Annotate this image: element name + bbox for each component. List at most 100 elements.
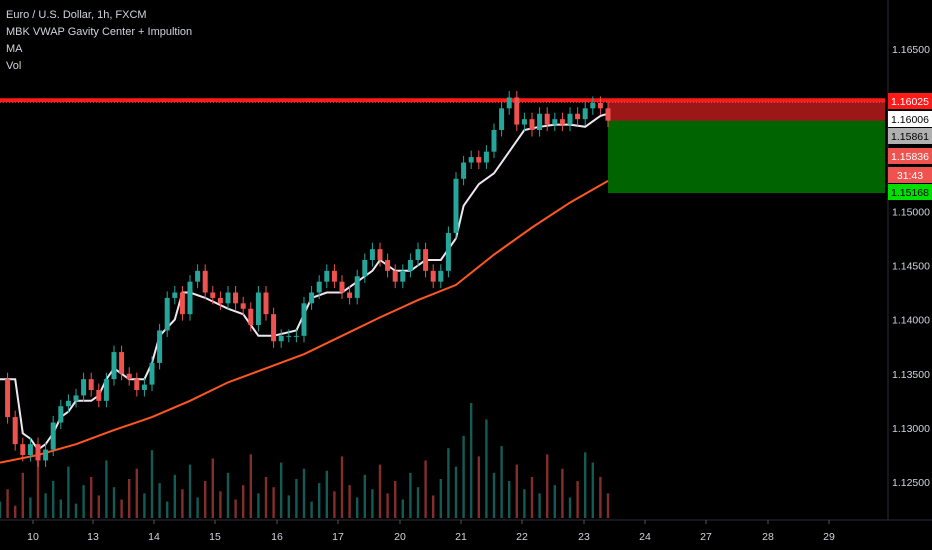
- price-tag: [888, 184, 932, 200]
- volume-bar: [120, 499, 123, 518]
- candle-body: [149, 362, 155, 385]
- volume-bar: [0, 501, 2, 518]
- price-tick-label: 1.14500: [892, 260, 930, 272]
- volume-bar: [606, 493, 610, 518]
- volume-bar: [143, 493, 146, 518]
- candle-body: [438, 270, 444, 282]
- price-tag-label: 1.15836: [891, 151, 929, 163]
- volume-bar: [36, 456, 40, 518]
- candle-body: [400, 270, 406, 282]
- volume-bar: [249, 454, 252, 518]
- indicator-vwap-label[interactable]: MBK VWAP Gavity Center + Impultion: [6, 26, 193, 38]
- chart-legend: Euro / U.S. Dollar, 1h, FXCM MBK VWAP Ga…: [6, 7, 192, 75]
- volume-bar: [234, 499, 237, 518]
- candle-body: [195, 270, 201, 282]
- volume-bar: [363, 474, 366, 518]
- time-axis[interactable]: 10 13 14 15 16 17 20 21 22 23 24 27 28 29: [27, 520, 835, 543]
- volume-bar: [257, 493, 260, 518]
- indicator-vol-label[interactable]: Vol: [6, 60, 22, 72]
- position-zones: [0, 98, 885, 194]
- candle-body: [65, 400, 71, 407]
- volume-bar: [226, 472, 230, 518]
- volume-bar: [264, 476, 268, 518]
- candle-body: [407, 260, 413, 271]
- ma-line[interactable]: [0, 180, 609, 464]
- candle-body: [521, 119, 527, 125]
- volume-bar: [173, 474, 176, 518]
- candle-body: [468, 157, 474, 163]
- indicator-ma-label[interactable]: MA: [6, 43, 23, 55]
- candle-body: [597, 102, 603, 109]
- candle-body: [20, 444, 26, 455]
- volume-bar: [302, 468, 306, 518]
- volume-bar: [515, 464, 518, 518]
- candle-body: [590, 102, 596, 109]
- candle-body: [50, 422, 56, 450]
- candle-body: [559, 119, 565, 125]
- time-tick-label: 10: [27, 531, 39, 543]
- candle-body: [567, 113, 573, 125]
- candle-body: [385, 260, 391, 271]
- time-tick-label: 23: [578, 531, 590, 543]
- volume-bar: [561, 468, 564, 518]
- volume-bar: [447, 448, 450, 518]
- volume-bar: [52, 481, 55, 518]
- candle-body: [119, 352, 125, 374]
- time-tick-label: 29: [823, 531, 835, 543]
- volume-bar: [112, 487, 116, 518]
- candle-body: [58, 406, 64, 423]
- price-tag-label: 1.16025: [891, 96, 929, 108]
- time-tick-label: 14: [148, 531, 160, 543]
- volume-bar: [74, 503, 78, 518]
- take-profit-zone[interactable]: [608, 120, 885, 194]
- volume-bar: [310, 501, 313, 518]
- symbol-title[interactable]: Euro / U.S. Dollar, 1h, FXCM: [6, 9, 147, 21]
- time-tick-label: 17: [332, 531, 344, 543]
- candle-body: [73, 395, 79, 401]
- price-tag: [888, 111, 932, 127]
- candle-body: [445, 232, 451, 271]
- candle-body: [537, 113, 543, 130]
- time-tick-label: 27: [700, 531, 712, 543]
- volume-bar: [242, 485, 245, 518]
- price-tick-label: 1.13000: [892, 423, 930, 435]
- volume-bar: [584, 452, 587, 518]
- volume-bar: [409, 472, 412, 518]
- candle-body: [461, 162, 467, 179]
- price-tick-label: 1.12500: [892, 477, 930, 489]
- price-tick-label: 1.13500: [892, 369, 930, 381]
- volume-bar: [454, 466, 458, 518]
- volume-bar: [553, 485, 556, 518]
- volume-bar: [135, 468, 138, 518]
- candle-body: [605, 108, 611, 121]
- volume-bar: [128, 478, 131, 518]
- candle-body: [141, 384, 147, 390]
- time-tick-label: 16: [271, 531, 283, 543]
- volume-bar: [280, 462, 283, 518]
- volume-bar: [150, 450, 154, 518]
- candle-body: [172, 292, 178, 298]
- candle-body: [491, 130, 497, 152]
- candle-body: [35, 444, 41, 461]
- volume-bar: [439, 478, 442, 518]
- volume-bar: [6, 489, 9, 518]
- volume-bar: [59, 499, 62, 518]
- candle-body: [111, 352, 117, 380]
- candle-body: [43, 449, 49, 461]
- candle-body: [529, 119, 535, 130]
- candle-body: [582, 108, 588, 120]
- stop-loss-zone[interactable]: [608, 100, 885, 122]
- price-tag: [888, 128, 932, 144]
- candle-body: [430, 270, 436, 282]
- volume-bar: [97, 495, 100, 518]
- volume-bar: [500, 446, 503, 518]
- volume-bar: [82, 485, 85, 518]
- volume-bar: [401, 499, 404, 518]
- volume-bar: [470, 403, 473, 518]
- candle-body: [255, 292, 261, 325]
- volume-bar: [287, 495, 290, 518]
- candle-body: [12, 417, 18, 445]
- candle-body: [377, 249, 383, 260]
